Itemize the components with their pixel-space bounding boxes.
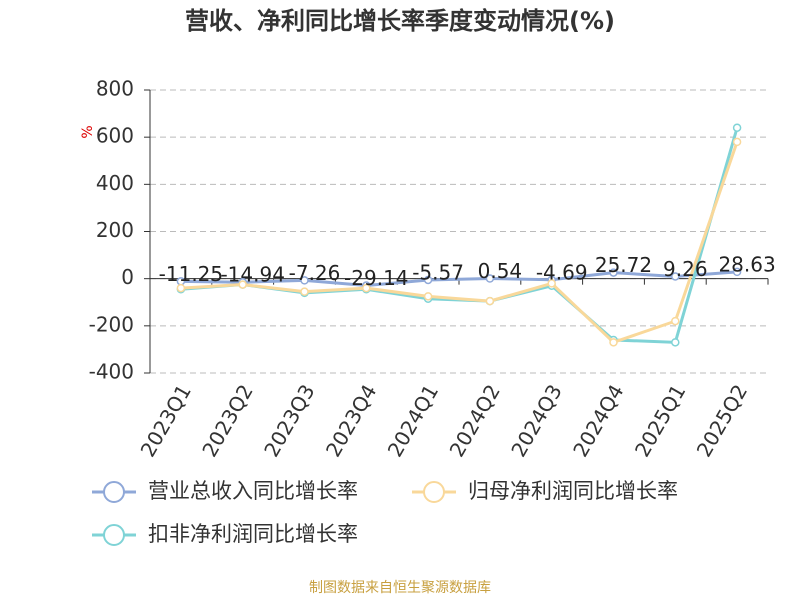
y-tick-label: -400: [89, 360, 134, 384]
data-label: 28.63: [718, 252, 775, 276]
x-tick-label: 2024Q4: [568, 380, 628, 461]
y-tick-label: 400: [96, 171, 134, 195]
data-point: [176, 283, 186, 293]
legend-label: 营业总收入同比增长率: [148, 479, 358, 503]
data-point: [609, 338, 618, 347]
x-tick-label: 2025Q2: [692, 380, 752, 461]
data-point: [732, 267, 742, 277]
data-label: -14.94: [220, 263, 284, 287]
data-label: 25.72: [595, 253, 652, 277]
data-label: -7.26: [289, 261, 341, 285]
x-tick-label: 2023Q3: [259, 380, 319, 461]
y-tick-label: -200: [89, 312, 134, 336]
data-point: [609, 268, 618, 277]
data-point: [300, 276, 309, 285]
data-point: [423, 275, 433, 285]
legend-marker: [103, 524, 125, 546]
x-tick-label: 2024Q3: [506, 380, 566, 461]
data-point: [300, 287, 309, 296]
x-tick-label: 2023Q2: [197, 380, 257, 461]
data-label: -11.25: [159, 262, 223, 286]
data-label: -4.69: [536, 260, 588, 284]
y-tick-label: 800: [96, 77, 134, 101]
legend-marker: [103, 481, 125, 503]
legend-label: 归母净利润同比增长率: [468, 479, 678, 503]
data-point: [362, 283, 371, 293]
x-tick-label: 2023Q4: [321, 380, 381, 461]
x-tick-label: 2024Q2: [445, 380, 505, 461]
legend-marker: [423, 481, 445, 503]
data-point: [671, 272, 680, 281]
y-tick-label: 600: [96, 124, 134, 148]
data-label: 0.54: [478, 259, 523, 283]
legend-label: 扣非净利润同比增长率: [148, 522, 358, 546]
data-point: [485, 296, 495, 306]
data-point: [671, 338, 680, 347]
chart-title: 营收、净利同比增长率季度变动情况(%): [185, 7, 615, 35]
data-point: [671, 316, 680, 326]
series-line: [180, 127, 739, 344]
series-line: [180, 141, 739, 345]
data-point: [238, 280, 247, 289]
y-tick-label: 200: [96, 218, 134, 242]
data-point: [732, 123, 742, 132]
series-line: [180, 270, 738, 288]
y-axis-label: %: [80, 125, 96, 138]
data-label: -5.57: [412, 260, 464, 284]
x-tick-label: 2024Q1: [383, 380, 443, 461]
data-label: -29.14: [344, 266, 408, 290]
data-point: [732, 137, 742, 147]
x-tick-label: 2025Q1: [630, 380, 690, 461]
source-note: 制图数据来自恒生聚源数据库: [309, 580, 491, 596]
data-point: [485, 274, 495, 283]
x-tick-label: 2023Q1: [136, 380, 196, 461]
y-tick-label: 0: [121, 265, 134, 289]
data-point: [547, 279, 556, 288]
data-point: [423, 292, 433, 301]
data-label: 9.26: [663, 257, 708, 281]
